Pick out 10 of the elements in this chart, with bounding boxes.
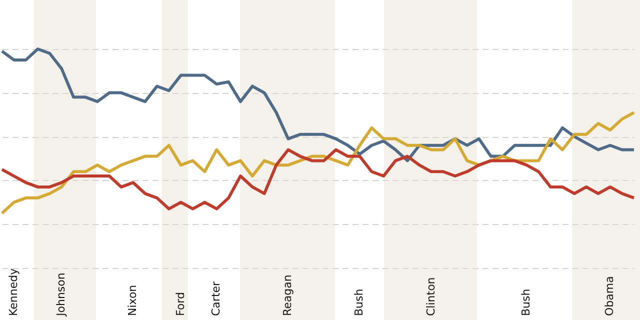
x-tick-label: Johnson <box>54 272 68 317</box>
x-tick-label: Ford <box>174 292 187 316</box>
x-tick-label: Nixon <box>126 284 140 316</box>
x-tick-label: Obama <box>603 276 616 316</box>
x-tick-label: Reagan <box>281 274 294 316</box>
x-tick-label: Clinton <box>424 277 438 316</box>
x-tick-label: Carter <box>210 280 223 316</box>
x-tick-label: Bush <box>352 288 366 316</box>
x-tick-label: Bush <box>520 288 533 316</box>
x-tick-label: Kennedy <box>6 268 20 316</box>
